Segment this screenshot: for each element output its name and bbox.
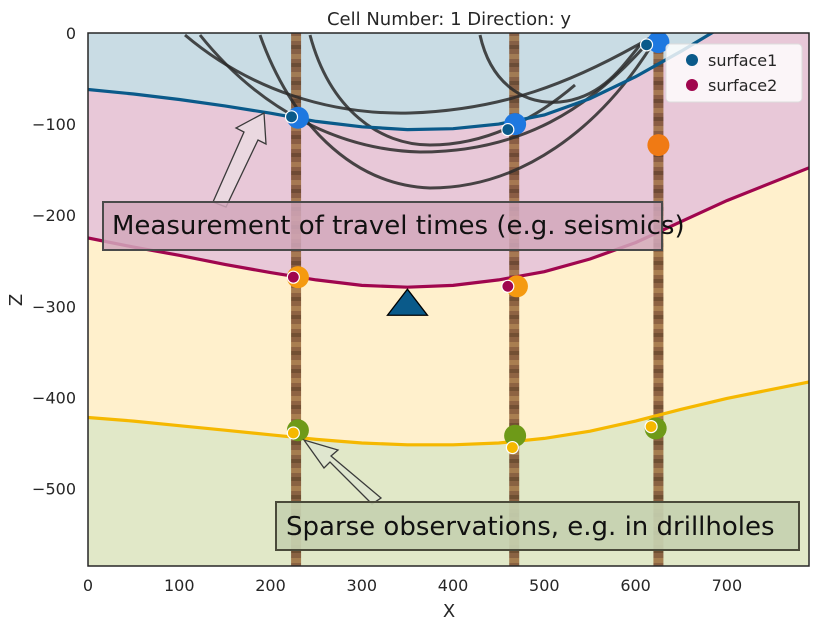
plot-frame (87, 32, 810, 567)
surface-line-surface3 (88, 380, 809, 447)
annotation-drillholes: Sparse observations, e.g. in drillholes (275, 438, 800, 551)
y-axis-label: Z (6, 294, 27, 306)
drillhole (291, 33, 302, 566)
annotation-seismics: Measurement of travel times (e.g. seismi… (102, 111, 685, 251)
x-tick-label: 0 (83, 576, 93, 595)
x-tick-label: 700 (712, 576, 743, 595)
x-tick-label: 600 (620, 576, 651, 595)
x-tick-label: 100 (164, 576, 195, 595)
y-tick-label: −200 (32, 206, 76, 225)
legend: surface1 surface2 (665, 43, 803, 103)
y-tick-label: −400 (32, 388, 76, 407)
drillhole-marker (647, 33, 670, 54)
y-tick-label: −300 (32, 297, 76, 316)
x-tick-label: 400 (438, 576, 469, 595)
y-tick-label: 0 (66, 24, 76, 43)
x-ticks: 0 100 200 300 400 500 600 700 (83, 576, 742, 595)
surface-point-surface2 (286, 270, 300, 284)
drillholes (291, 33, 664, 566)
seismic-raypaths (184, 33, 657, 190)
y-ticks: 0 −100 −200 −300 −400 −500 (32, 24, 76, 499)
surface-point-surface3 (644, 420, 658, 434)
x-axis-label: X (443, 601, 455, 622)
legend-box (665, 43, 803, 103)
drillhole (509, 33, 520, 566)
surface-point-surface1 (284, 110, 299, 124)
surface-line-surface1 (88, 33, 715, 132)
legend-marker-surface1 (686, 54, 698, 66)
legend-label-surface1: surface1 (708, 51, 777, 70)
drillhole (653, 33, 664, 566)
annotation-box-drillholes (275, 501, 800, 551)
surface-point-surface3 (286, 426, 300, 440)
annotation-arrow-drillholes (302, 438, 383, 505)
x-tick-label: 500 (529, 576, 560, 595)
surface-points (284, 38, 658, 455)
annotation-box-seismics (102, 201, 663, 251)
legend-marker-surface2 (686, 79, 698, 91)
drillhole-marker (504, 424, 527, 447)
x-tick-label: 200 (255, 576, 286, 595)
orientation-marker-triangle (386, 288, 429, 316)
legend-label-surface2: surface2 (708, 76, 777, 95)
x-tick-label: 300 (347, 576, 378, 595)
surface-point-surface1 (639, 38, 654, 52)
y-tick-label: −100 (32, 115, 76, 134)
y-tick-label: −500 (32, 480, 76, 499)
annotation-arrow-seismics (212, 111, 267, 208)
annotation-text-drillholes: Sparse observations, e.g. in drillholes (286, 512, 775, 542)
surface-point-surface1 (501, 122, 515, 137)
chart-title: Cell Number: 1 Direction: y (327, 9, 571, 30)
surface-point-surface3 (505, 440, 519, 455)
drillhole-marker (647, 134, 670, 157)
annotation-text-seismics: Measurement of travel times (e.g. seismi… (112, 211, 685, 241)
orientation-marker (386, 288, 429, 316)
surface-point-surface2 (501, 279, 515, 293)
